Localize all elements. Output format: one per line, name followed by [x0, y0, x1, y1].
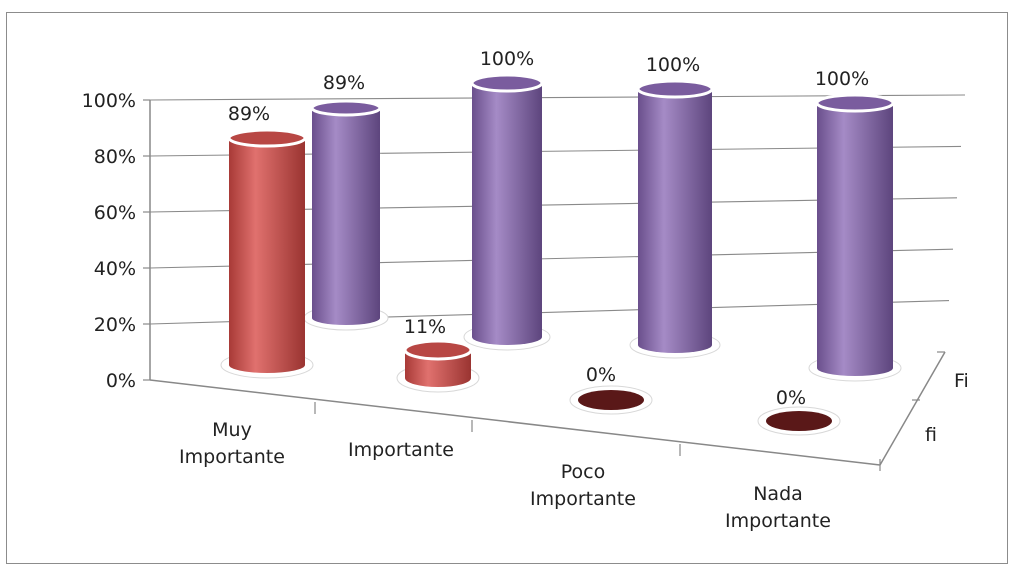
data-label: 89% — [323, 72, 365, 94]
cylinder-body — [638, 89, 712, 353]
cylinder-top — [403, 339, 473, 361]
x-category-label: Importante — [725, 510, 831, 532]
chart-axes — [143, 99, 946, 471]
y-tick-label: 100% — [82, 90, 136, 112]
cylinder-top — [636, 79, 714, 99]
cylinder-zero-disk — [578, 390, 644, 410]
data-label: 100% — [815, 68, 869, 90]
bar-Fi-3 — [629, 79, 721, 359]
x-category-label: Muy — [212, 419, 252, 441]
bar-fi-4 — [757, 406, 841, 436]
cylinder-body — [472, 83, 542, 345]
x-axis-line — [149, 379, 881, 466]
depth-series-label: fi — [925, 424, 937, 446]
y-tick-label: 0% — [106, 370, 136, 392]
data-label: 100% — [480, 48, 534, 70]
bar-fi-1 — [220, 128, 314, 379]
x-category-label: Nada — [753, 483, 803, 505]
bar-fi-2 — [396, 339, 480, 393]
x-category-label: Importante — [530, 488, 636, 510]
data-label: 11% — [404, 316, 446, 338]
y-tick-label: 80% — [94, 146, 136, 168]
cylinder-top — [227, 128, 307, 148]
y-tick-label: 20% — [94, 314, 136, 336]
cylinder-top — [815, 93, 895, 113]
data-label: 0% — [776, 387, 806, 409]
cylinder-body — [229, 138, 305, 373]
cylinder-body — [817, 103, 893, 376]
data-label: 0% — [586, 364, 616, 386]
cylinder-zero-disk — [766, 411, 832, 431]
cylinder-top — [310, 99, 382, 117]
chart-text-layer: 0% 20% 40% 60% 80% 100% 89% 11% 0% 0% 89% 100% 100% 1… — [82, 48, 969, 532]
x-category-label: Importante — [348, 439, 454, 461]
data-label: 89% — [228, 103, 270, 125]
y-tick-label: 40% — [94, 258, 136, 280]
depth-series-label: Fi — [954, 370, 969, 392]
y-tick-label: 60% — [94, 202, 136, 224]
bar-Fi-4 — [808, 93, 902, 382]
bar-Fi-1 — [303, 99, 389, 331]
chart-bars — [220, 73, 902, 436]
cylinder-top — [470, 73, 544, 93]
bar-Fi-2 — [463, 73, 551, 351]
cylinder-body — [312, 107, 380, 326]
data-label: 100% — [646, 54, 700, 76]
x-category-label: Poco — [561, 461, 605, 483]
bar-fi-3 — [569, 385, 653, 415]
x-category-label: Importante — [179, 446, 285, 468]
depth-axis-line — [879, 351, 946, 466]
